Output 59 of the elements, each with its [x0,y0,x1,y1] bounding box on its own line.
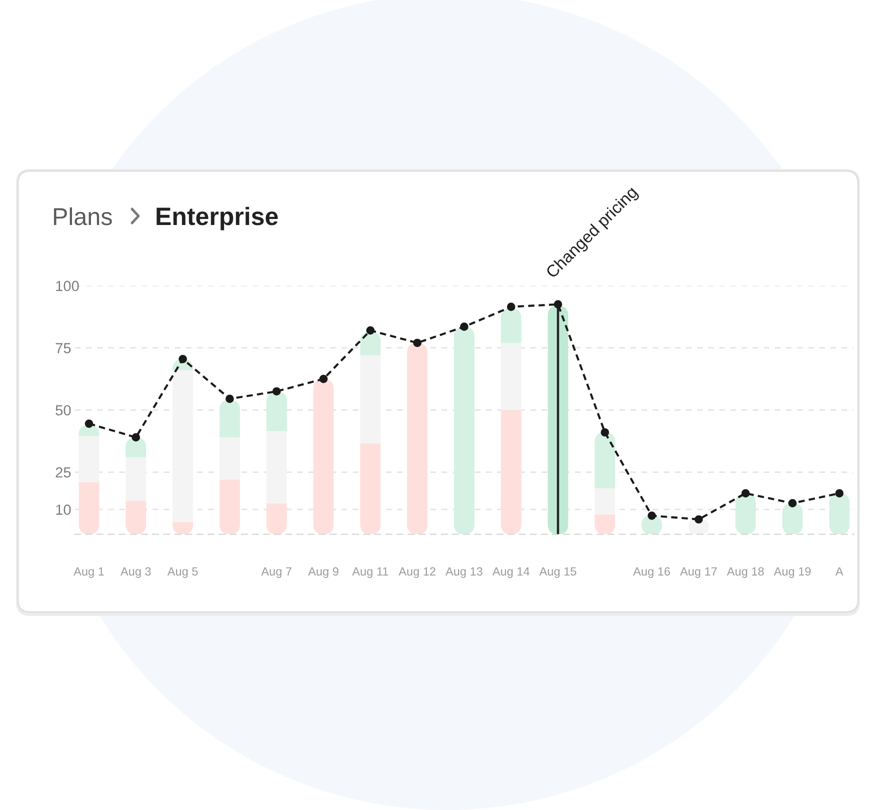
x-tick-label: Aug 18 [726,567,764,578]
bar [266,503,287,534]
chart-title: Enterprise [156,206,278,230]
point [319,374,328,384]
point [600,428,610,437]
bar [78,436,100,482]
y-tick-label: 10 [56,504,71,515]
bar [219,480,240,534]
bar [360,355,381,444]
y-tick-label: 100 [56,280,79,292]
bar [500,308,522,343]
bar [360,444,381,534]
point [413,338,422,348]
point [84,420,94,428]
bar [406,342,428,534]
bar [266,431,287,504]
bar [219,437,240,480]
point [460,322,468,331]
x-tick-label: Aug 3 [120,567,151,578]
x-tick-label: A [835,567,844,576]
point [835,489,844,498]
x-tick-label: Aug 13 [446,567,482,578]
x-tick-label: Aug 14 [492,567,530,578]
point [741,489,750,498]
y-tick-label: 75 [56,343,71,354]
point [272,387,281,396]
point [366,326,375,335]
bar [594,432,616,488]
point [178,354,187,364]
y-tick-label: 50 [56,405,71,416]
x-tick-label: Aug 9 [308,567,338,578]
bar [126,500,146,534]
point [788,499,797,508]
bar [219,400,240,438]
x-tick-label: Aug 15 [539,567,576,578]
point [506,302,516,311]
bar [126,457,146,501]
x-tick-label: Aug 16 [633,567,670,578]
point [226,394,234,403]
point [694,515,703,524]
x-tick-label: Aug 12 [398,567,436,578]
x-tick-label: Aug 1 [74,567,104,578]
bar [500,410,522,534]
bar [172,370,194,522]
x-tick-label: Aug 7 [261,567,292,578]
x-tick-label: Aug 17 [680,567,717,578]
bar [78,482,100,534]
y-tick-label: 25 [56,467,71,478]
point [648,511,656,520]
x-tick-label: Aug 19 [774,567,811,578]
bar [594,488,616,514]
x-tick-label: Aug 5 [167,567,198,578]
text: Plans [54,207,112,226]
x-tick-label: Aug 11 [352,567,388,578]
bar [454,326,475,534]
point [132,433,140,442]
bar [500,342,522,410]
bar [313,378,334,534]
point [554,300,562,309]
